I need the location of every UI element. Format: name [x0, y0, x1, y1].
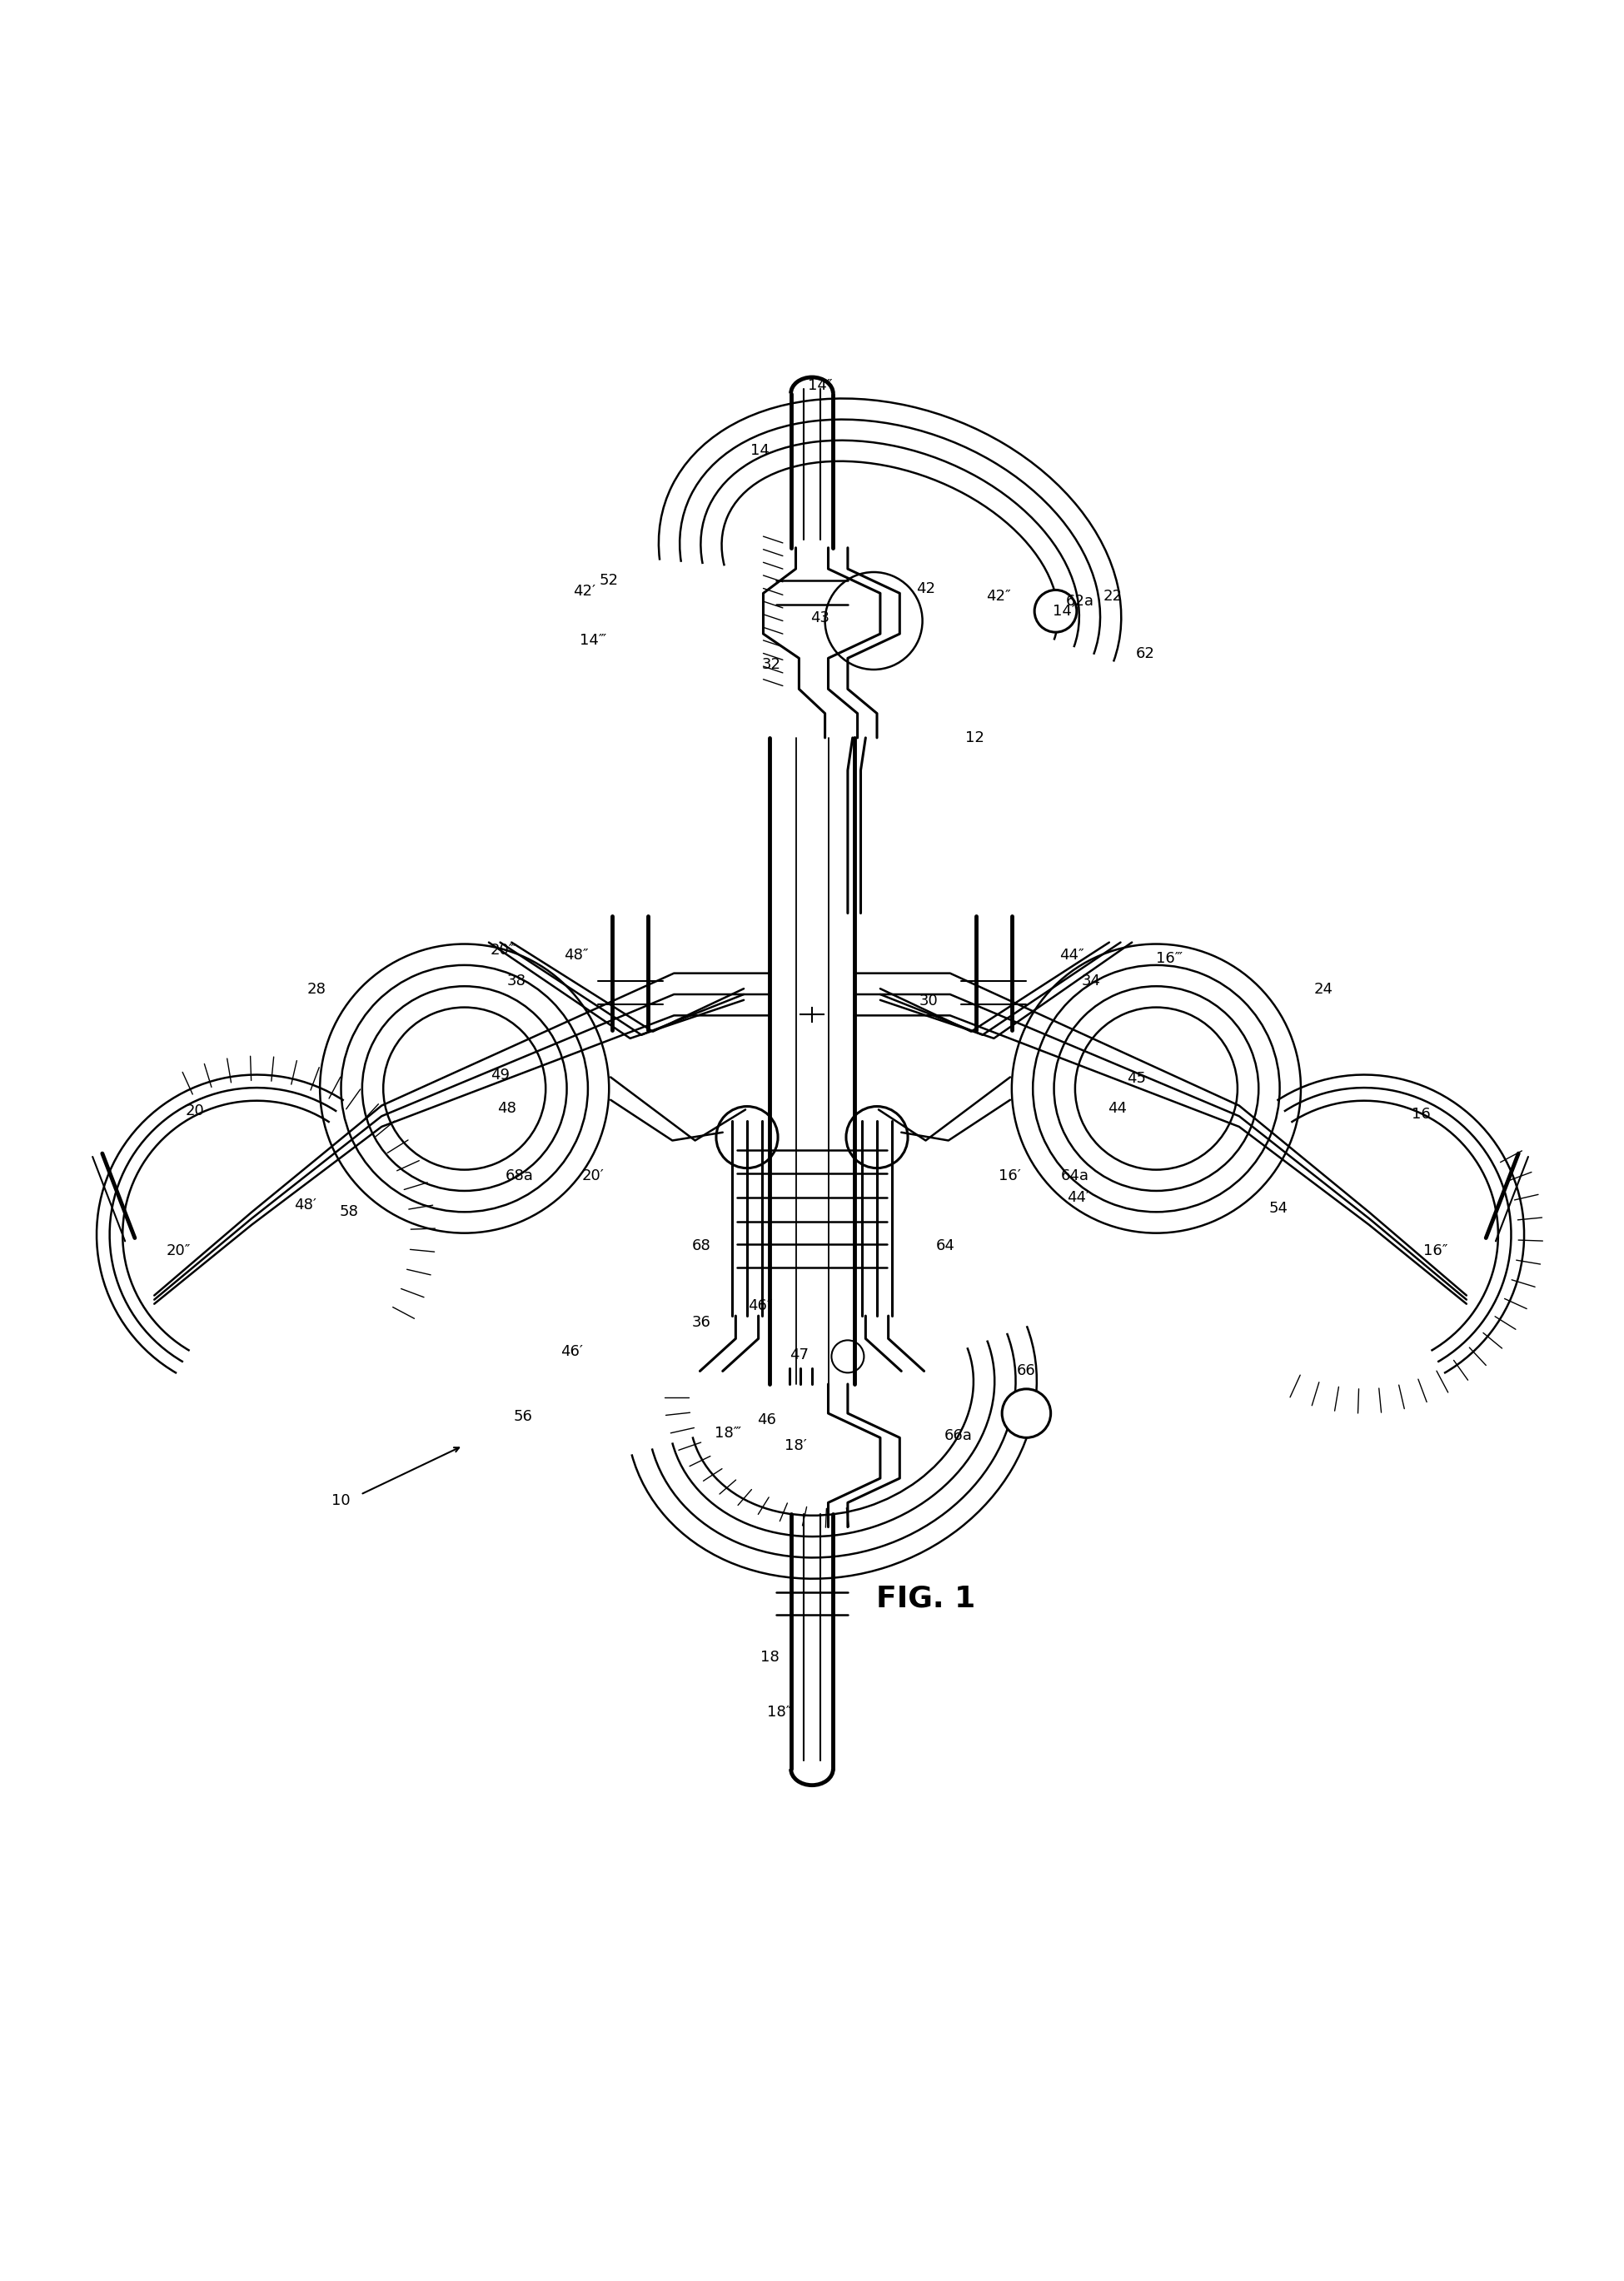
- Text: 14‴: 14‴: [580, 632, 606, 648]
- Text: 24: 24: [1314, 983, 1333, 997]
- Text: FIG. 1: FIG. 1: [875, 1585, 976, 1613]
- Text: 46″: 46″: [747, 1298, 773, 1314]
- Text: 58: 58: [339, 1204, 359, 1220]
- Text: 48′: 48′: [294, 1198, 317, 1213]
- Text: 46: 46: [757, 1412, 776, 1428]
- Text: 18‴: 18‴: [715, 1426, 741, 1439]
- Text: 14: 14: [750, 443, 770, 458]
- Text: 46′: 46′: [560, 1344, 583, 1359]
- Text: 12: 12: [965, 730, 984, 746]
- Text: 20‴: 20‴: [490, 942, 516, 958]
- Text: 54: 54: [1268, 1202, 1288, 1216]
- Circle shape: [846, 1106, 908, 1168]
- Text: 20″: 20″: [166, 1243, 192, 1259]
- Text: 62a: 62a: [1065, 593, 1095, 609]
- Text: 62: 62: [1135, 646, 1155, 661]
- Text: 22: 22: [1103, 588, 1122, 604]
- Text: 16′: 16′: [999, 1168, 1021, 1184]
- Text: 44: 44: [1108, 1099, 1127, 1115]
- Text: 30: 30: [919, 992, 939, 1008]
- Text: 52: 52: [599, 573, 619, 588]
- Text: 16: 16: [1411, 1106, 1431, 1122]
- Text: 28: 28: [307, 983, 326, 997]
- Circle shape: [1002, 1389, 1051, 1437]
- Text: 49: 49: [490, 1068, 510, 1083]
- Text: 32: 32: [762, 657, 781, 673]
- Text: 18: 18: [760, 1649, 780, 1665]
- Text: 18″: 18″: [767, 1704, 793, 1720]
- Circle shape: [831, 1341, 864, 1373]
- Text: 14″: 14″: [807, 379, 833, 392]
- Circle shape: [716, 1106, 778, 1168]
- Text: 34: 34: [1082, 974, 1101, 990]
- Text: 42′: 42′: [573, 584, 596, 600]
- Text: 43: 43: [810, 609, 830, 625]
- Text: 64a: 64a: [1060, 1168, 1090, 1184]
- Text: 64: 64: [935, 1239, 955, 1255]
- Text: 66: 66: [1017, 1364, 1036, 1378]
- Text: 36: 36: [692, 1314, 711, 1330]
- Text: 56: 56: [513, 1410, 533, 1423]
- Text: 68: 68: [692, 1239, 711, 1255]
- Text: 16‴: 16‴: [1156, 951, 1182, 967]
- Text: 16″: 16″: [1423, 1243, 1449, 1259]
- Circle shape: [1034, 591, 1077, 632]
- Text: 18′: 18′: [784, 1439, 807, 1453]
- Text: 48″: 48″: [564, 949, 590, 963]
- Text: 42: 42: [916, 582, 935, 595]
- Text: 68a: 68a: [505, 1168, 534, 1184]
- Text: 47: 47: [789, 1348, 809, 1362]
- Text: 38: 38: [507, 974, 526, 990]
- Text: 48: 48: [497, 1099, 516, 1115]
- Text: 20: 20: [185, 1104, 205, 1118]
- Text: 44′: 44′: [1067, 1191, 1090, 1204]
- Text: 42″: 42″: [986, 588, 1012, 604]
- Text: 66a: 66a: [944, 1428, 973, 1444]
- Text: 20′: 20′: [581, 1168, 604, 1184]
- Text: 45: 45: [1127, 1072, 1147, 1086]
- Text: 14′: 14′: [1052, 604, 1075, 618]
- Text: 10: 10: [331, 1494, 351, 1508]
- Text: 44″: 44″: [1059, 949, 1085, 963]
